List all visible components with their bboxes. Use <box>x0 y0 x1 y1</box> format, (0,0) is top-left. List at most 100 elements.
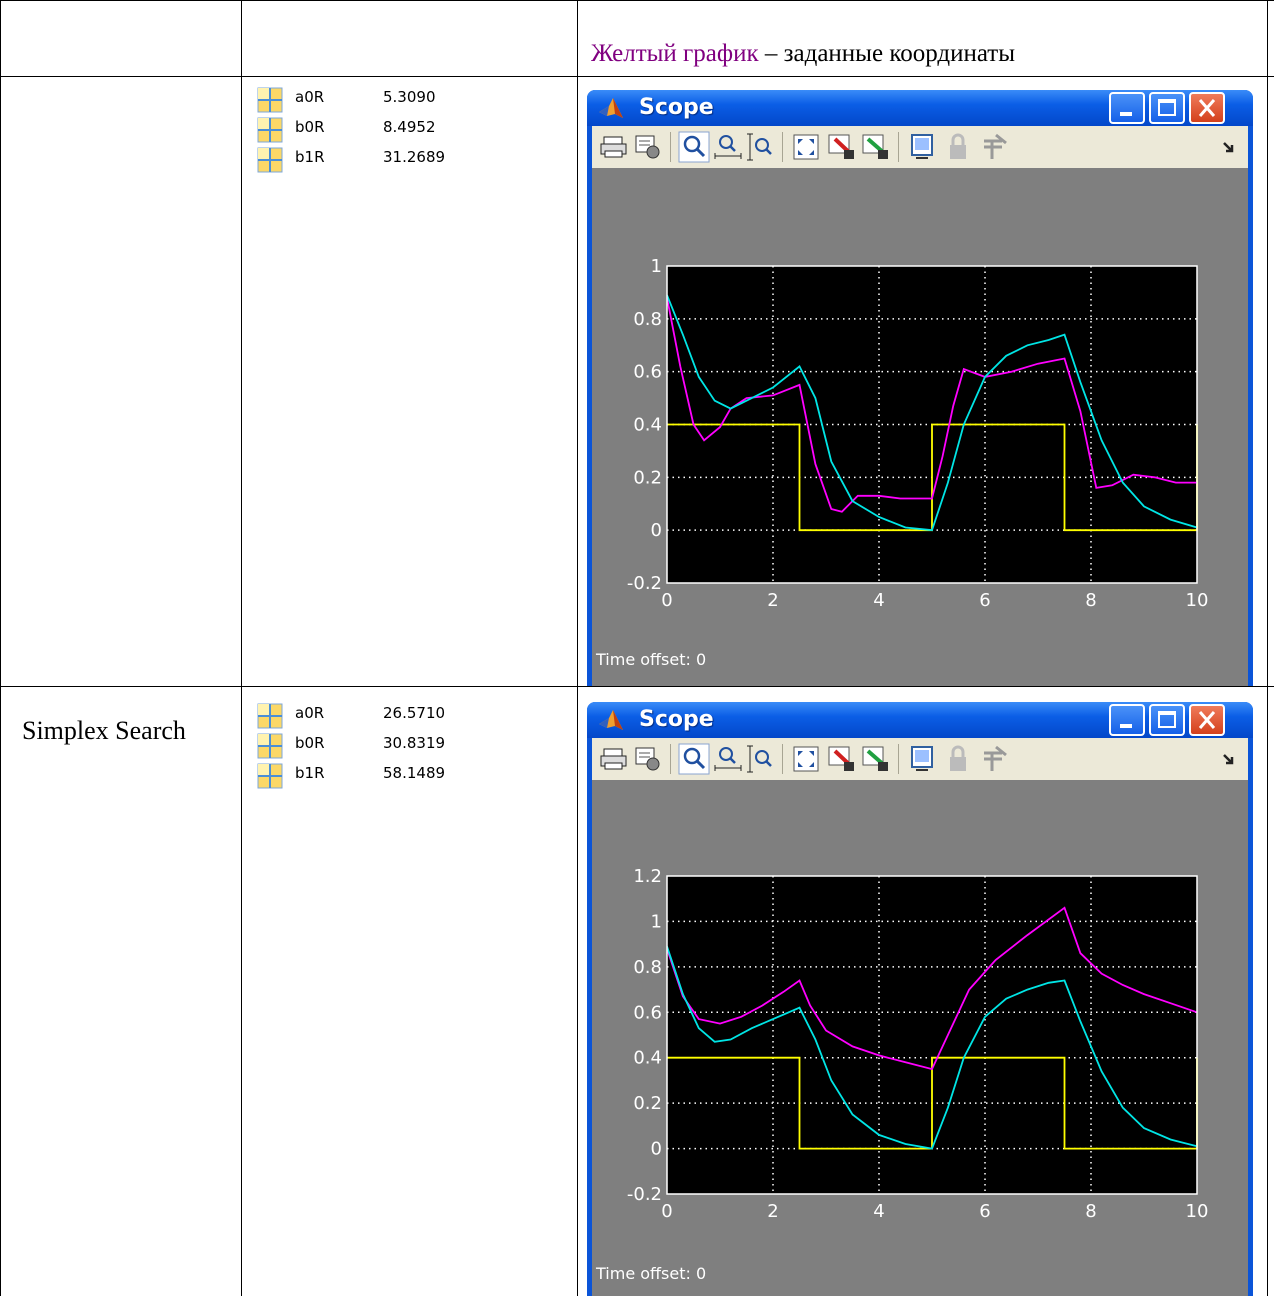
table-column-divider <box>577 0 578 1296</box>
scope-chart[interactable]: 0 2 4 6 8 10-0.200.20.40.60.81 <box>592 168 1248 638</box>
parameter-value: 8.4952 <box>383 118 436 136</box>
variable-icon <box>257 87 283 113</box>
overflow-arrow-icon[interactable] <box>1212 743 1244 775</box>
legend-note-highlight: Желтый график <box>591 40 759 67</box>
x-tick-label: 6 <box>979 1201 990 1222</box>
lock-icon[interactable] <box>942 131 974 163</box>
matlab-logo-icon <box>599 98 623 118</box>
toolbar-separator <box>898 132 899 162</box>
parameter-name: b0R <box>295 734 325 752</box>
parameter-name: b1R <box>295 764 325 782</box>
close-icon <box>1198 711 1216 729</box>
parameter-name: b1R <box>295 148 325 166</box>
save-axes-icon[interactable] <box>826 743 858 775</box>
title-bar[interactable]: Scope <box>587 90 1253 126</box>
y-tick-label: 0 <box>651 520 662 541</box>
autoscale-icon[interactable] <box>790 743 822 775</box>
x-tick-label: 2 <box>767 1201 778 1222</box>
minimize-icon <box>1120 112 1132 116</box>
x-tick-label: 0 <box>661 590 672 611</box>
title-bar[interactable]: Scope <box>587 702 1253 738</box>
table-border-right <box>1267 0 1268 1296</box>
zoom-x-icon[interactable] <box>712 743 744 775</box>
scope-window[interactable]: Scope 0 2 4 6 8 10 -0.2 0 0.2 0.4 0.6 0.8 1 1.2 Time … <box>587 702 1253 1296</box>
signal-selector-icon[interactable] <box>980 131 1012 163</box>
y-tick-label: 0 <box>651 1139 662 1160</box>
zoom-y-icon[interactable] <box>744 131 776 163</box>
series-line-1 <box>667 1056 1198 1150</box>
floating-scope-icon[interactable] <box>906 131 938 163</box>
x-tick-label: 4 <box>873 590 884 611</box>
x-tick-label: 10 <box>1186 1201 1209 1222</box>
x-tick-label: 8 <box>1085 590 1096 611</box>
print-icon[interactable] <box>598 743 630 775</box>
maximize-button[interactable] <box>1149 92 1185 124</box>
variable-icon <box>257 733 283 759</box>
toolbar-separator <box>782 132 783 162</box>
y-tick-label: 0.8 <box>633 957 662 978</box>
scope-toolbar <box>592 738 1248 780</box>
restore-axes-icon[interactable] <box>860 743 892 775</box>
table-border-top <box>0 0 1274 1</box>
zoom-icon[interactable] <box>678 131 710 163</box>
variable-icon <box>257 703 283 729</box>
scope-toolbar <box>592 126 1248 168</box>
legend-note-text: – заданные координаты <box>758 40 1016 67</box>
lock-icon[interactable] <box>942 743 974 775</box>
plot-frame <box>666 265 1198 584</box>
series-line-2 <box>666 906 1198 1071</box>
zoom-y-icon[interactable] <box>744 743 776 775</box>
floating-scope-icon[interactable] <box>906 743 938 775</box>
y-tick-label: 0.2 <box>633 467 662 488</box>
close-button[interactable] <box>1189 92 1225 124</box>
parameter-value: 58.1489 <box>383 764 446 782</box>
parameters-icon[interactable] <box>632 131 664 163</box>
toolbar-separator <box>670 744 671 774</box>
restore-axes-icon[interactable] <box>860 131 892 163</box>
plot-area: 0 2 4 6 8 10 -0.2 0 0.2 0.4 0.6 0.8 1 Time offset: 0 <box>592 168 1248 686</box>
x-tick-label: 6 <box>979 590 990 611</box>
table-row-divider <box>0 686 1274 687</box>
y-tick-label: 0.4 <box>633 1048 662 1069</box>
parameter-name: a0R <box>295 88 325 106</box>
series-line-3 <box>666 294 1198 532</box>
zoom-icon[interactable] <box>678 743 710 775</box>
scope-chart[interactable]: 0 2 4 6 8 10-0.200.20.40.60.811.2 <box>592 780 1248 1250</box>
close-button[interactable] <box>1189 704 1225 736</box>
legend-note: Желтый график – заданные координаты <box>591 40 1015 68</box>
window-title: Scope <box>639 95 714 120</box>
parameter-value: 5.3090 <box>383 88 436 106</box>
signal-selector-icon[interactable] <box>980 743 1012 775</box>
y-tick-label: 0.6 <box>633 1002 662 1023</box>
zoom-x-icon[interactable] <box>712 131 744 163</box>
y-tick-label: -0.2 <box>627 573 662 594</box>
matlab-logo-icon <box>599 710 623 730</box>
overflow-arrow-icon[interactable] <box>1212 131 1244 163</box>
parameters-icon[interactable] <box>632 743 664 775</box>
time-offset-label: Time offset: <box>596 650 691 669</box>
print-icon[interactable] <box>598 131 630 163</box>
time-offset-value: 0 <box>696 1264 707 1283</box>
series-line-3 <box>666 946 1198 1150</box>
parameter-value: 30.8319 <box>383 734 446 752</box>
x-tick-label: 0 <box>661 1201 672 1222</box>
x-tick-label: 8 <box>1085 1201 1096 1222</box>
autoscale-icon[interactable] <box>790 131 822 163</box>
table-column-divider <box>241 0 242 1296</box>
maximize-button[interactable] <box>1149 704 1185 736</box>
method-label: Simplex Search <box>22 716 186 745</box>
toolbar-separator <box>898 744 899 774</box>
y-tick-label: 0.6 <box>633 362 662 383</box>
scope-window[interactable]: Scope 0 2 4 6 8 10 -0.2 0 0.2 0.4 0.6 0.8 1 Time off… <box>587 90 1253 686</box>
window-title: Scope <box>639 707 714 732</box>
time-offset-label: Time offset: <box>596 1264 691 1283</box>
maximize-icon <box>1158 99 1176 116</box>
parameter-value: 31.2689 <box>383 148 446 166</box>
x-tick-label: 4 <box>873 1201 884 1222</box>
table-row-divider <box>0 76 1274 77</box>
minimize-button[interactable] <box>1109 92 1145 124</box>
minimize-button[interactable] <box>1109 704 1145 736</box>
x-tick-label: 10 <box>1186 590 1209 611</box>
variable-icon <box>257 147 283 173</box>
save-axes-icon[interactable] <box>826 131 858 163</box>
